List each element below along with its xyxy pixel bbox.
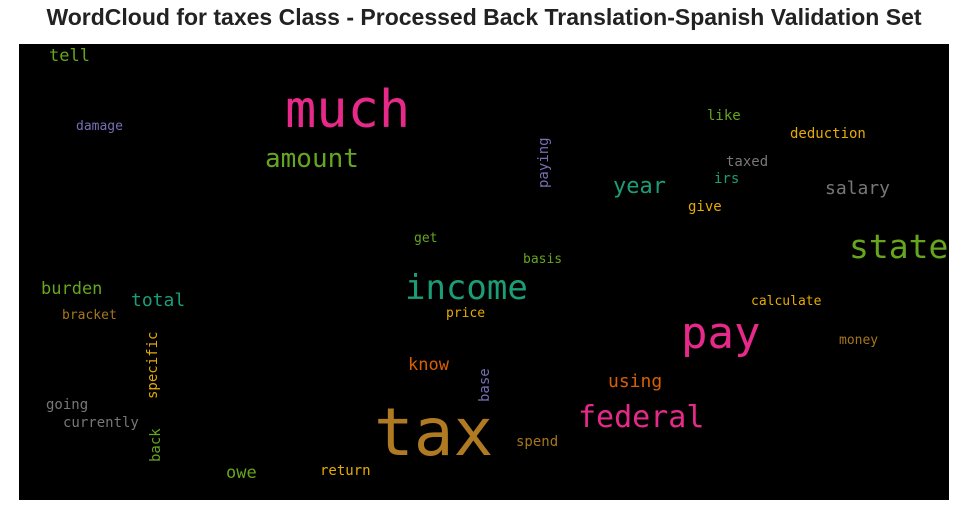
chart-title: WordCloud for taxes Class - Processed Ba… (46, 4, 922, 30)
word-amount: amount (265, 144, 359, 174)
word-much: much (285, 80, 411, 140)
word-basis: basis (523, 252, 563, 267)
word-income: income (405, 268, 528, 308)
word-pay: pay (681, 308, 761, 359)
word-base: base (477, 368, 493, 402)
word-money: money (839, 333, 879, 348)
word-calculate: calculate (751, 294, 822, 309)
word-get: get (414, 231, 438, 246)
word-going: going (46, 397, 89, 413)
word-damage: damage (76, 119, 123, 134)
word-like: like (707, 108, 741, 124)
word-currently: currently (63, 415, 139, 431)
word-bracket: bracket (62, 308, 117, 323)
word-paying: paying (536, 137, 552, 188)
word-cloud: tax much pay income state federal amount… (19, 44, 949, 500)
word-back: back (148, 428, 164, 462)
word-total: total (131, 290, 186, 311)
word-specific: specific (145, 331, 161, 399)
word-using: using (608, 371, 663, 392)
word-year: year (613, 174, 666, 199)
word-deduction: deduction (790, 126, 866, 142)
word-give: give (688, 199, 722, 215)
word-state: state (849, 227, 949, 266)
word-burden: burden (41, 279, 103, 299)
word-return: return (320, 463, 371, 479)
word-taxed: taxed (726, 154, 769, 170)
word-federal: federal (578, 400, 705, 435)
word-salary: salary (825, 178, 891, 199)
word-irs: irs (714, 171, 740, 187)
word-owe: owe (226, 463, 257, 483)
word-price: price (446, 306, 486, 321)
word-spend: spend (516, 434, 559, 450)
word-tax: tax (374, 394, 494, 471)
word-know: know (408, 355, 449, 375)
word-tell: tell (49, 46, 90, 66)
